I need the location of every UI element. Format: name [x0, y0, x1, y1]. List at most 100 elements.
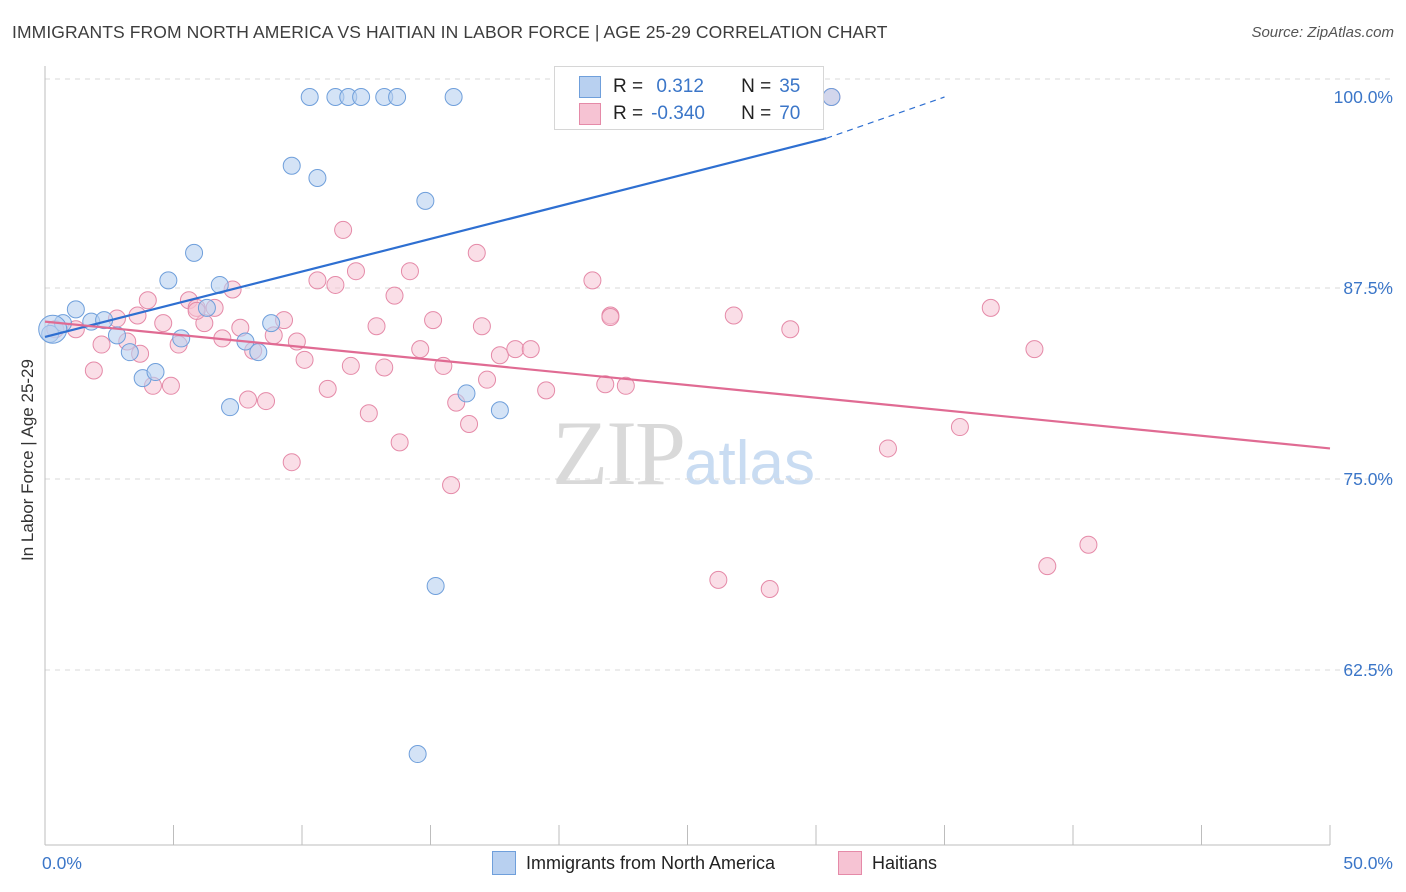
- y-tick-label: 100.0%: [1334, 87, 1393, 107]
- immigrant-point: [185, 243, 204, 262]
- immigrants-trend-extension: [826, 96, 945, 139]
- immigrant-point: [146, 363, 165, 382]
- haitian-point: [161, 376, 180, 395]
- haitian-point: [442, 476, 461, 495]
- haitian-point: [506, 340, 525, 359]
- axes: [44, 66, 1331, 846]
- haitian-point: [467, 243, 486, 262]
- haitian-point: [334, 220, 353, 239]
- immigrant-point: [221, 398, 240, 417]
- haitian-point: [781, 320, 800, 339]
- haitian-point: [318, 379, 337, 398]
- watermark-zip: ZIP: [552, 402, 686, 504]
- haitians-points: [46, 88, 1098, 599]
- immigrant-point: [416, 191, 435, 210]
- haitian-point: [878, 439, 897, 458]
- y-tick-label: 87.5%: [1343, 278, 1393, 298]
- immigrant-point: [66, 300, 85, 319]
- immigrant-point: [490, 401, 509, 420]
- haitian-point: [390, 433, 409, 452]
- haitian-point: [282, 453, 301, 472]
- haitian-point: [92, 335, 111, 354]
- haitian-point: [537, 381, 556, 400]
- haitian-point: [950, 418, 969, 437]
- immigrant-point: [352, 88, 371, 106]
- bottom-swatch-blue: [492, 851, 516, 875]
- haitian-point: [138, 291, 157, 310]
- legend-n-value: 70: [779, 103, 801, 124]
- haitian-point: [1025, 340, 1044, 359]
- haitian-point: [616, 376, 635, 395]
- legend-n-label: N =: [741, 103, 772, 124]
- immigrant-point: [159, 271, 178, 290]
- source-credit: Source: ZipAtlas.com: [1251, 24, 1394, 41]
- immigrant-point: [120, 343, 139, 362]
- bottom-swatch-pink: [838, 851, 862, 875]
- trend-lines: [44, 96, 1331, 450]
- immigrant-point: [249, 343, 268, 362]
- x-tick-label-max: 50.0%: [1343, 853, 1393, 873]
- haitian-point: [154, 314, 173, 333]
- haitian-point: [709, 570, 728, 589]
- haitian-point: [490, 346, 509, 365]
- haitian-point: [367, 317, 386, 336]
- immigrant-point: [172, 329, 191, 348]
- haitian-point: [596, 375, 615, 394]
- immigrant-point: [388, 88, 407, 106]
- haitian-point: [341, 356, 360, 375]
- haitian-point: [478, 370, 497, 389]
- haitian-point: [295, 350, 314, 369]
- watermark: ZIPatlas: [552, 400, 815, 506]
- haitian-point: [239, 390, 258, 409]
- legend-r-value: -0.340: [651, 103, 705, 124]
- haitian-point: [375, 358, 394, 377]
- legend-n-label: N =: [741, 76, 772, 97]
- bottom-legend-label: Haitians: [872, 852, 938, 873]
- immigrant-point: [282, 156, 301, 175]
- haitian-point: [521, 340, 540, 359]
- bottom-legend-haitians: Haitians: [838, 851, 937, 875]
- haitian-point: [326, 275, 345, 294]
- haitian-point: [359, 404, 378, 423]
- bottom-legend-label: Immigrants from North America: [526, 852, 776, 873]
- y-tick-label: 75.0%: [1343, 469, 1393, 489]
- haitian-point: [400, 262, 419, 281]
- y-tick-label: 62.5%: [1343, 660, 1393, 680]
- haitian-point: [1038, 557, 1057, 576]
- immigrants-points: [38, 88, 841, 764]
- haitian-point: [84, 361, 103, 380]
- immigrant-point: [822, 88, 841, 106]
- immigrant-point: [262, 314, 281, 333]
- immigrant-point: [444, 88, 463, 106]
- immigrant-point: [426, 576, 445, 595]
- haitian-point: [472, 317, 491, 336]
- x-tick-label-min: 0.0%: [42, 853, 82, 873]
- haitian-point: [583, 271, 602, 290]
- haitian-point: [424, 311, 443, 330]
- haitian-point: [981, 298, 1000, 317]
- immigrant-point: [300, 88, 319, 106]
- legend-row-immigrants: R = 0.312 N = 35: [579, 73, 800, 101]
- bottom-legend-immigrants: Immigrants from North America: [492, 851, 775, 875]
- legend-r-label: R =: [613, 76, 644, 97]
- haitian-point: [257, 392, 276, 411]
- immigrants-trend-line: [44, 137, 827, 338]
- haitian-point: [385, 286, 404, 305]
- haitian-point: [760, 580, 779, 599]
- correlation-legend: R = 0.312 N = 35 R = -0.340 N = 70: [554, 66, 824, 130]
- legend-n-value: 35: [779, 76, 801, 97]
- haitian-point: [601, 308, 620, 327]
- legend-r-label: R =: [613, 103, 644, 124]
- tick-labels: 100.0% 87.5% 75.0% 62.5% 0.0% 50.0%: [42, 87, 1393, 873]
- immigrant-point: [38, 314, 68, 344]
- haitian-point: [346, 262, 365, 281]
- haitian-point: [460, 414, 479, 433]
- haitians-trend-line: [44, 320, 1331, 450]
- immigrant-point: [457, 384, 476, 403]
- legend-r-value: 0.312: [651, 76, 704, 97]
- legend-row-haitians: R = -0.340 N = 70: [579, 100, 800, 128]
- watermark-atlas: atlas: [684, 429, 815, 498]
- chart-title: IMMIGRANTS FROM NORTH AMERICA VS HAITIAN…: [12, 22, 888, 42]
- immigrant-point: [308, 168, 327, 187]
